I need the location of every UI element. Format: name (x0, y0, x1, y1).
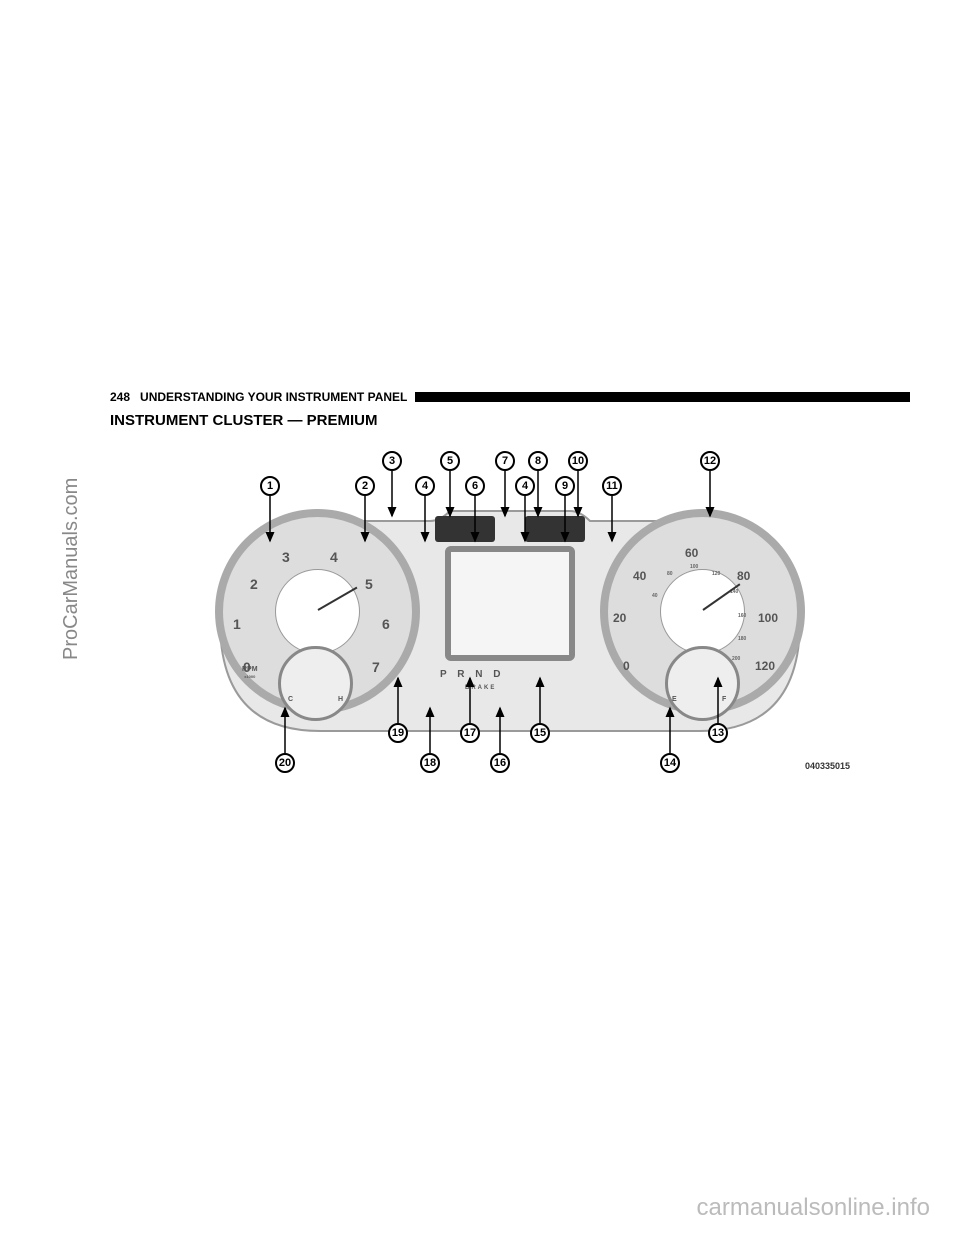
speed-tick: 20 (613, 611, 626, 625)
callout-12: 12 (700, 451, 720, 471)
callout-9: 9 (555, 476, 575, 496)
callout-1: 1 (260, 476, 280, 496)
callout-4: 4 (415, 476, 435, 496)
tach-center (275, 569, 360, 654)
fuel-label: F (722, 696, 726, 703)
temp-label: H (338, 696, 343, 703)
kmh-tick: 100 (690, 564, 698, 570)
temp-label: C (288, 696, 293, 703)
page-content: 248 UNDERSTANDING YOUR INSTRUMENT PANEL … (110, 390, 910, 781)
watermark-sidebar: ProCarManuals.com (60, 478, 83, 660)
callout-6: 6 (465, 476, 485, 496)
speed-tick: 80 (737, 569, 750, 583)
tach-tick: 7 (372, 659, 380, 675)
tach-tick: 5 (365, 576, 373, 592)
header-text: UNDERSTANDING YOUR INSTRUMENT PANEL (140, 390, 407, 404)
left-indicator-box (435, 516, 495, 542)
callout-5: 5 (440, 451, 460, 471)
callout-14: 14 (660, 753, 680, 773)
tach-tick: 1 (233, 616, 241, 632)
speed-center (660, 569, 745, 654)
brake-label: BRAKE (465, 685, 496, 691)
callout-16: 16 (490, 753, 510, 773)
speed-tick: 100 (758, 611, 778, 625)
kmh-tick: 180 (738, 636, 746, 642)
indicator-strip (435, 516, 585, 544)
speed-tick: 0 (623, 659, 630, 673)
right-indicator-box (525, 516, 585, 542)
callout-15: 15 (530, 723, 550, 743)
callout-2: 2 (355, 476, 375, 496)
speed-tick: 120 (755, 659, 775, 673)
tach-tick: 6 (382, 616, 390, 632)
callout-8: 8 (528, 451, 548, 471)
callout-4: 4 (515, 476, 535, 496)
fuel-subgauge (665, 646, 740, 721)
kmh-tick: 40 (652, 593, 658, 599)
fuel-label: E (672, 696, 677, 703)
watermark-footer: carmanualsonline.info (697, 1194, 930, 1222)
temp-subgauge (278, 646, 353, 721)
section-title: INSTRUMENT CLUSTER — PREMIUM (110, 412, 910, 429)
tach-tick: 3 (282, 549, 290, 565)
image-id: 040335015 (805, 761, 850, 771)
speed-tick: 40 (633, 569, 646, 583)
kmh-tick: 80 (667, 571, 673, 577)
callout-20: 20 (275, 753, 295, 773)
callout-7: 7 (495, 451, 515, 471)
callout-18: 18 (420, 753, 440, 773)
evic-display (445, 546, 575, 661)
kmh-tick: 120 (712, 571, 720, 577)
rpm-label: RPM x1000 (242, 666, 258, 680)
callout-11: 11 (602, 476, 622, 496)
instrument-cluster-diagram: P R N D BRAKE 01234567 RPM x1000 0204060… (160, 441, 860, 781)
gear-indicator: P R N D (440, 669, 505, 680)
header-bar (415, 392, 910, 402)
callout-19: 19 (388, 723, 408, 743)
page-number: 248 (110, 390, 130, 404)
tach-tick: 2 (250, 576, 258, 592)
tach-tick: 4 (330, 549, 338, 565)
page-header: 248 UNDERSTANDING YOUR INSTRUMENT PANEL (110, 390, 910, 404)
callout-3: 3 (382, 451, 402, 471)
speed-tick: 60 (685, 546, 698, 560)
callout-13: 13 (708, 723, 728, 743)
kmh-tick: 160 (738, 613, 746, 619)
callout-10: 10 (568, 451, 588, 471)
callout-17: 17 (460, 723, 480, 743)
kmh-tick: 200 (732, 656, 740, 662)
